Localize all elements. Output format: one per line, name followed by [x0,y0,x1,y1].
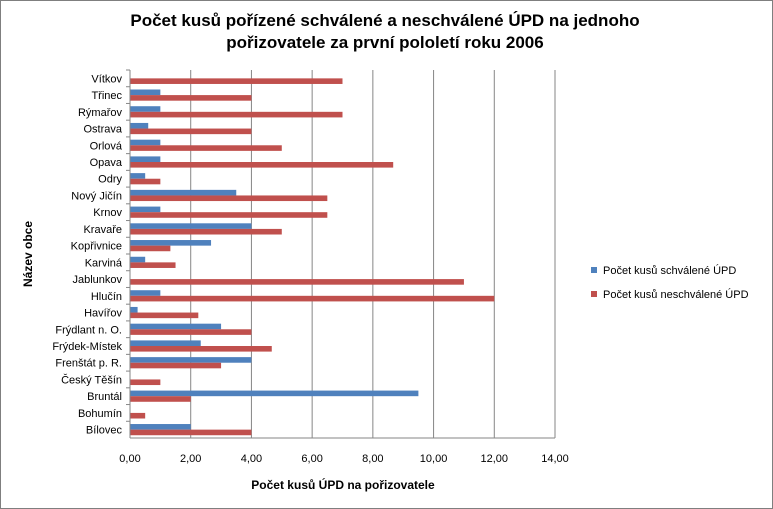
bar-approved [130,206,161,213]
bar-approved [130,240,212,246]
y-axis-title: Název obce [21,221,35,287]
category-label: Hlučín [91,291,122,303]
bar-unapproved [130,111,343,118]
bar-unapproved [130,145,282,151]
bar-approved [130,256,146,263]
category-label: Orlová [90,140,123,152]
category-label: Kravaře [83,224,122,236]
category-label: Rýmařov [78,107,123,119]
bar-unapproved [130,312,199,319]
bar-unapproved [130,412,146,419]
gridlines [130,70,556,439]
bar-approved [130,424,191,430]
bar-approved [130,189,237,196]
bar-unapproved [130,245,171,252]
category-label: Vítkov [91,73,122,85]
x-tick-label: 4,00 [241,453,262,465]
chart-title-line-2: pořizovatele za první pololetí roku 2006 [226,33,544,52]
bar-unapproved [130,128,252,135]
category-label: Ostrava [83,124,122,136]
bar-unapproved [130,396,191,402]
x-tick-label: 0,00 [119,453,140,465]
bar-unapproved [130,95,252,101]
legend-label: Počet kusů neschválené ÚPD [603,288,749,301]
bar-approved [130,340,201,346]
category-label: Karviná [85,257,123,269]
bars [130,78,495,436]
legend: Počet kusů schválené ÚPD Počet kusů nesch… [591,264,749,301]
category-label: Opava [90,157,123,169]
category-label: Havířov [84,308,122,320]
bar-approved [130,357,252,363]
bar-unapproved [130,346,272,352]
bar-approved [130,306,138,313]
category-label: Kopřivnice [71,241,122,253]
category-label: Český Těšín [61,373,122,386]
chart-title: Počet kusů pořízené schválené a neschvál… [40,10,730,54]
category-label: Frýdlant n. O. [55,324,122,336]
bar-unapproved [130,379,161,386]
category-labels: Vítkov Třinec Rýmařov Ostrava Orlová Opava Odr… [52,69,130,437]
x-tick-label: 12,00 [481,453,509,465]
bar-unapproved [130,362,222,369]
bar-unapproved [130,178,161,185]
bar-approved [130,106,161,112]
category-label: Bruntál [87,391,122,403]
x-tick-label: 14,00 [541,453,569,465]
bar-approved [130,173,146,179]
bar-approved [130,156,161,162]
x-axis-title: Počet kusů ÚPD na pořizovatele [251,477,435,492]
category-label: Krnov [93,207,122,219]
x-tick-label: 10,00 [420,453,448,465]
legend-swatch [591,291,597,297]
bar-unapproved [130,195,328,202]
legend-swatch [591,267,597,273]
bar-approved [130,290,161,296]
bar-unapproved [130,228,282,235]
category-label: Jablunkov [72,274,122,286]
category-label: Frenštát p. R. [55,358,122,370]
bar-unapproved [130,262,176,268]
bar-approved [130,139,161,146]
bar-unapproved [130,162,394,168]
bar-unapproved [130,295,495,302]
bar-unapproved [130,429,252,436]
category-label: Bílovec [86,425,123,437]
bar-approved [130,89,161,96]
bar-unapproved [130,78,343,84]
bar-approved [130,390,419,397]
bar-approved [130,122,149,129]
category-label: Nový Jičín [71,190,122,202]
category-label: Odry [98,174,122,186]
category-label: Bohumín [78,408,122,420]
bar-approved [130,223,252,229]
chart-title-line-1: Počet kusů pořízené schválené a neschvál… [130,11,640,30]
legend-label: Počet kusů schválené ÚPD [603,264,736,277]
x-tick-label: 6,00 [301,453,322,465]
x-tick-labels: 0,00 2,00 4,00 6,00 8,00 10,00 12,00 14,00 [119,453,568,465]
category-label: Frýdek-Místek [52,341,122,353]
bar-approved [130,323,222,330]
x-tick-label: 8,00 [362,453,383,465]
bar-unapproved [130,329,252,335]
x-tick-label: 2,00 [180,453,201,465]
bar-unapproved [130,279,464,285]
bar-unapproved [130,212,328,218]
category-label: Třinec [91,90,122,102]
